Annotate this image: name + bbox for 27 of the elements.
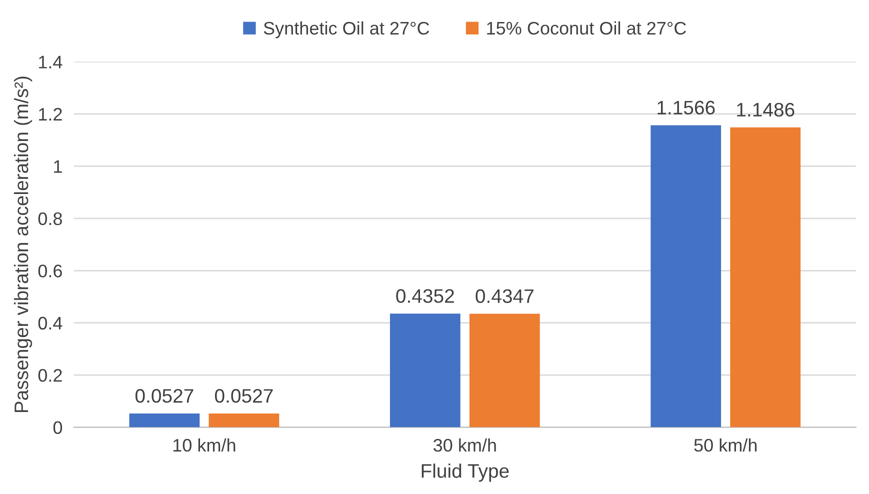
data-label: 0.4352: [396, 289, 454, 303]
bar: [390, 314, 460, 428]
data-label: 1.1566: [658, 100, 715, 115]
y-tick-label: 0.2: [38, 369, 62, 382]
y-axis-title: Passenger vibration acceleration (m/s²): [14, 76, 32, 412]
y-tick-label: 1.4: [39, 56, 62, 68]
data-label: 1.1486: [737, 102, 794, 117]
bar: [650, 125, 722, 428]
y-tick-label: 0.8: [38, 212, 62, 226]
x-tick-label: 10 km/h: [173, 438, 236, 452]
y-tick-label: 0.4: [38, 316, 62, 330]
bar: [730, 127, 801, 428]
y-tick-label: 1.2: [39, 108, 62, 121]
x-axis-title: Fluid Type: [422, 464, 509, 482]
y-tick-label: 0: [53, 421, 62, 434]
x-tick-label: 30 km/h: [433, 438, 496, 452]
y-tick-label: 1: [54, 160, 62, 173]
y-tick-label: 0.6: [38, 264, 62, 278]
bar: [469, 314, 540, 428]
data-label: 0.0527: [135, 388, 194, 403]
bar: [129, 414, 200, 428]
x-tick-label: 50 km/h: [694, 438, 757, 452]
legend-label: Synthetic Oil at 27°C: [264, 21, 430, 38]
data-label: 0.4347: [476, 289, 534, 304]
legend-label: 15% Coconut Oil at 27°C: [487, 21, 686, 35]
bar: [208, 414, 280, 428]
data-label: 0.0527: [215, 388, 273, 403]
